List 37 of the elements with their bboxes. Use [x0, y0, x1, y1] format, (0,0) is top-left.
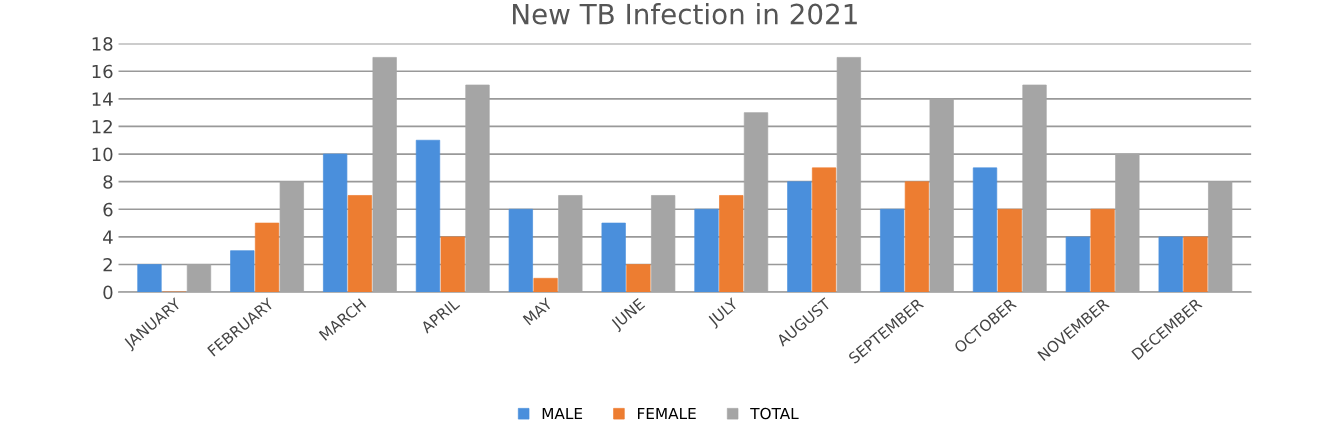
bar [626, 264, 651, 293]
bar [1065, 236, 1090, 293]
y-tick-label: 16 [92, 64, 113, 79]
legend-label: TOTAL [750, 407, 799, 420]
y-tick-label: 4 [103, 230, 113, 244]
bar [601, 222, 626, 293]
bar [997, 208, 1022, 293]
y-tick-label: 2 [103, 257, 112, 272]
bar [440, 236, 465, 293]
bar [972, 167, 998, 293]
bar [880, 208, 905, 293]
legend-label: FEMALE [638, 407, 696, 420]
bar [904, 181, 930, 293]
legend-label: MALE [542, 407, 583, 420]
bar [787, 181, 812, 293]
y-tick-label: 18 [92, 37, 113, 51]
y-tick-label: 12 [92, 119, 112, 134]
bar [323, 153, 348, 293]
bar [137, 264, 162, 293]
bar [415, 139, 441, 293]
bar [719, 195, 744, 293]
bar [1183, 236, 1208, 293]
bar [347, 195, 373, 293]
bar [1158, 236, 1183, 293]
bar [533, 277, 558, 293]
bar [694, 208, 719, 293]
y-tick-label: 0 [103, 285, 113, 300]
bar [811, 167, 837, 293]
y-tick-label: 8 [103, 175, 113, 189]
y-tick-label: 6 [103, 202, 113, 217]
bar [1090, 208, 1115, 293]
y-tick-label: 10 [92, 147, 113, 162]
y-tick-label: 14 [92, 92, 113, 106]
bar [508, 208, 533, 293]
chart-title: New TB Infection in 2021 [513, 3, 857, 25]
bar [230, 250, 255, 293]
bar [254, 222, 280, 293]
